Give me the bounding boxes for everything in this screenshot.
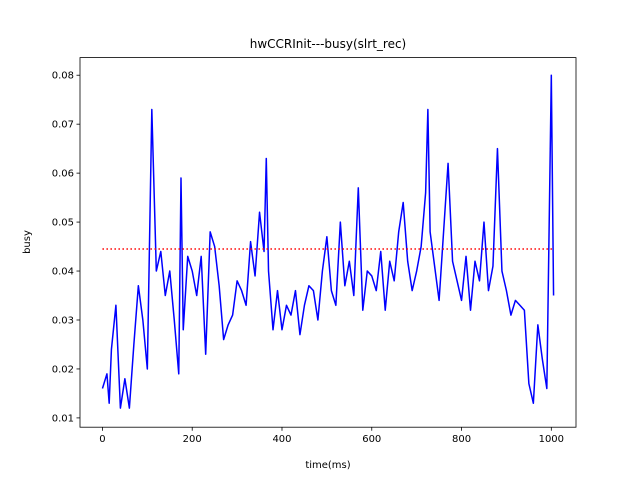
y-tick-label: 0.02: [52, 364, 74, 375]
y-tick-label: 0.06: [52, 169, 74, 180]
x-tick-label: 0: [99, 434, 105, 445]
y-tick-label: 0.03: [52, 315, 74, 326]
x-tick-label: 200: [183, 434, 202, 445]
x-tick-label: 800: [452, 434, 471, 445]
y-tick-label: 0.05: [52, 218, 74, 229]
y-tick-label: 0.07: [52, 120, 74, 131]
y-axis-label: busy: [22, 230, 33, 254]
plot-frame: [79, 57, 577, 428]
y-tick-label: 0.08: [52, 71, 74, 82]
x-tick-label: 1000: [539, 434, 564, 445]
chart-title: hwCCRInit---busy(slrt_rec): [250, 37, 407, 51]
x-axis-label: time(ms): [305, 460, 350, 471]
data-line: [101, 74, 555, 409]
y-tick-label: 0.01: [52, 413, 74, 424]
x-tick-label: 600: [362, 434, 381, 445]
x-tick-label: 400: [272, 434, 291, 445]
y-tick-label: 0.04: [52, 267, 74, 278]
